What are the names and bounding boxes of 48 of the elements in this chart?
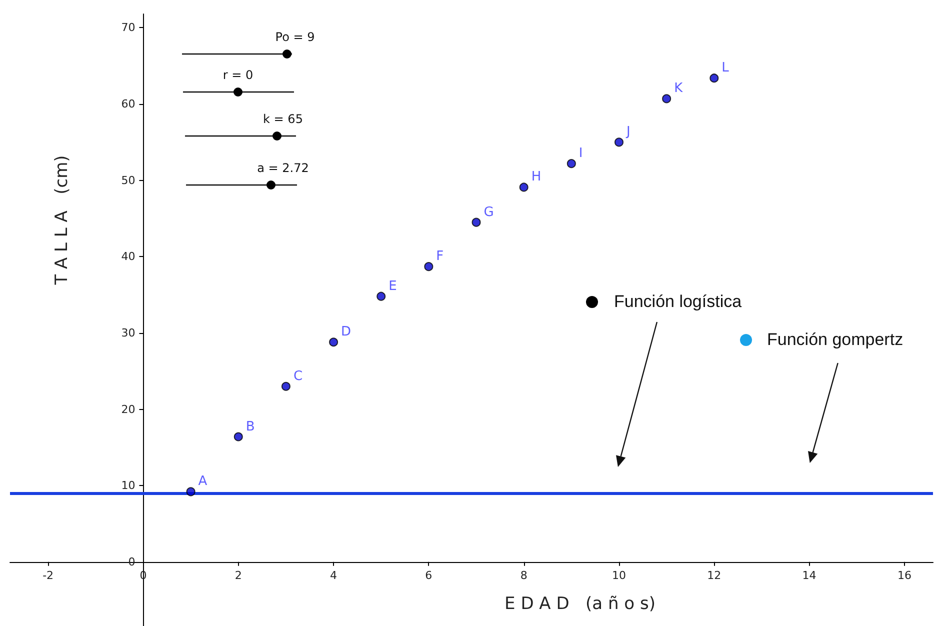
point xyxy=(424,262,434,272)
y-axis-title: T A L L A (cm) xyxy=(52,155,72,286)
x-tick-label: 6 xyxy=(425,568,432,582)
data-label: E xyxy=(388,278,397,294)
x-tick-label: 12 xyxy=(707,568,722,582)
point xyxy=(234,432,243,442)
data-label: D xyxy=(341,324,352,340)
annotation: Función logística xyxy=(614,292,742,312)
annotation: Po = 9 xyxy=(275,30,315,44)
annotation: r = 0 xyxy=(222,68,254,82)
y-tick-label: 20 xyxy=(121,402,136,416)
data-label: B xyxy=(246,419,255,434)
data-label: L xyxy=(722,60,730,76)
point xyxy=(472,218,481,227)
annotation: k = 65 xyxy=(263,112,303,126)
y-tick-label: 10 xyxy=(121,479,136,492)
data-label: C xyxy=(293,368,303,384)
data-label: I xyxy=(578,146,583,162)
data-label: A xyxy=(198,474,208,490)
point xyxy=(281,382,290,391)
y-tick-label: 50 xyxy=(121,174,136,187)
data-label: H xyxy=(531,170,542,185)
annotation: Función gompertz xyxy=(767,330,904,350)
point xyxy=(519,182,528,192)
x-tick-label: 4 xyxy=(330,568,338,582)
point xyxy=(614,138,624,147)
data-label: J xyxy=(625,124,630,140)
x-tick-label: 8 xyxy=(520,568,528,582)
point xyxy=(662,94,672,104)
x-tick-label: 14 xyxy=(802,568,816,582)
x-tick-label: -2 xyxy=(42,568,54,582)
y-tick-label: 30 xyxy=(121,326,136,340)
point xyxy=(186,487,196,496)
y-tick-label: 40 xyxy=(121,250,136,264)
x-tick-label: 10 xyxy=(612,568,626,582)
data-label: G xyxy=(484,204,494,220)
x-axis-title: E D A D (a ñ o s) xyxy=(504,594,656,614)
data-label: F xyxy=(436,249,444,264)
y-tick-label: 60 xyxy=(121,98,136,111)
y-tick-label: 70 xyxy=(121,21,136,34)
x-tick-label: 16 xyxy=(897,568,912,582)
point xyxy=(710,74,719,83)
x-tick-label: 2 xyxy=(234,568,242,582)
point xyxy=(376,292,386,301)
annotation: a = 2.72 xyxy=(257,161,309,175)
point xyxy=(329,338,338,347)
point xyxy=(566,159,576,168)
data-label: K xyxy=(674,81,684,96)
